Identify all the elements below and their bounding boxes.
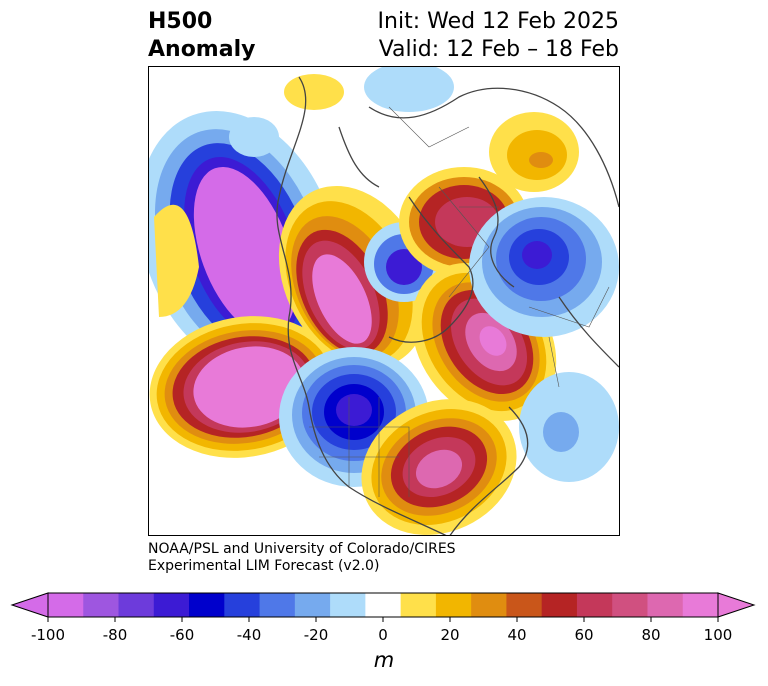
field-kind: Anomaly xyxy=(148,37,256,62)
colorbar-tick-label: -40 xyxy=(236,626,262,644)
colorbar-swatch xyxy=(400,593,437,617)
colorbar-swatch xyxy=(541,593,578,617)
colorbar-tick-label: -100 xyxy=(30,626,66,644)
colorbar-unit: m xyxy=(373,648,395,672)
credit-text: NOAA/PSL and University of Colorado/CIRE… xyxy=(148,541,456,575)
colorbar-swatch xyxy=(294,593,331,617)
map-svg xyxy=(149,67,619,535)
title-block: H500 Anomaly xyxy=(148,8,255,64)
colorbar-over-arrow xyxy=(717,592,756,618)
anomaly-field xyxy=(149,67,619,535)
credit-line-2: Experimental LIM Forecast (v2.0) xyxy=(148,558,380,574)
colorbar-swatch xyxy=(330,593,366,617)
colorbar-tick-label: -60 xyxy=(169,626,195,644)
valid-range: Valid: 12 Feb – 18 Feb xyxy=(378,37,619,62)
anomaly-center-bering xyxy=(278,185,430,369)
anomaly-center-southeast-us xyxy=(361,399,517,535)
anomaly-center-northeast xyxy=(489,112,579,192)
colorbar-swatch xyxy=(83,593,120,617)
colorbar-swatch xyxy=(647,593,684,617)
field-name: H500 xyxy=(148,9,213,34)
coastlines xyxy=(276,76,619,535)
colorbar-tick-label: 20 xyxy=(440,626,460,644)
colorbar-swatch xyxy=(153,593,190,617)
colorbar-tick-label: 100 xyxy=(703,626,733,644)
colorbar-swatch xyxy=(576,593,613,617)
colorbar-tick-label: -20 xyxy=(303,626,329,644)
colorbar-swatch xyxy=(365,593,402,617)
colorbar-swatch xyxy=(682,593,719,617)
init-date: Init: Wed 12 Feb 2025 xyxy=(377,9,619,34)
colorbar-swatch xyxy=(118,593,155,617)
credit-line-1: NOAA/PSL and University of Colorado/CIRE… xyxy=(148,541,456,557)
colorbar-swatch xyxy=(48,593,84,617)
borders xyxy=(309,106,610,497)
colorbar-tick-label: 40 xyxy=(507,626,527,644)
colorbar-swatch xyxy=(435,593,472,617)
colorbar-tick-label: 60 xyxy=(574,626,594,644)
colorbar-swatch xyxy=(189,593,225,617)
colorbar-under-arrow xyxy=(10,592,49,618)
colorbar-swatch xyxy=(224,593,261,617)
colorbar-swatch xyxy=(506,593,543,617)
colorbar-swatch xyxy=(471,593,507,617)
date-block: Init: Wed 12 Feb 2025 Valid: 12 Feb – 18… xyxy=(378,8,619,64)
colorbar-tick-label: -80 xyxy=(102,626,128,644)
anomaly-center-europe xyxy=(469,197,619,337)
colorbar-tick-label: 80 xyxy=(641,626,661,644)
colorbar-swatch xyxy=(259,593,296,617)
colorbar-swatch xyxy=(612,593,648,617)
colorbar xyxy=(10,592,756,622)
colorbar-tick-label: 0 xyxy=(378,626,388,644)
anomaly-map xyxy=(148,66,620,536)
